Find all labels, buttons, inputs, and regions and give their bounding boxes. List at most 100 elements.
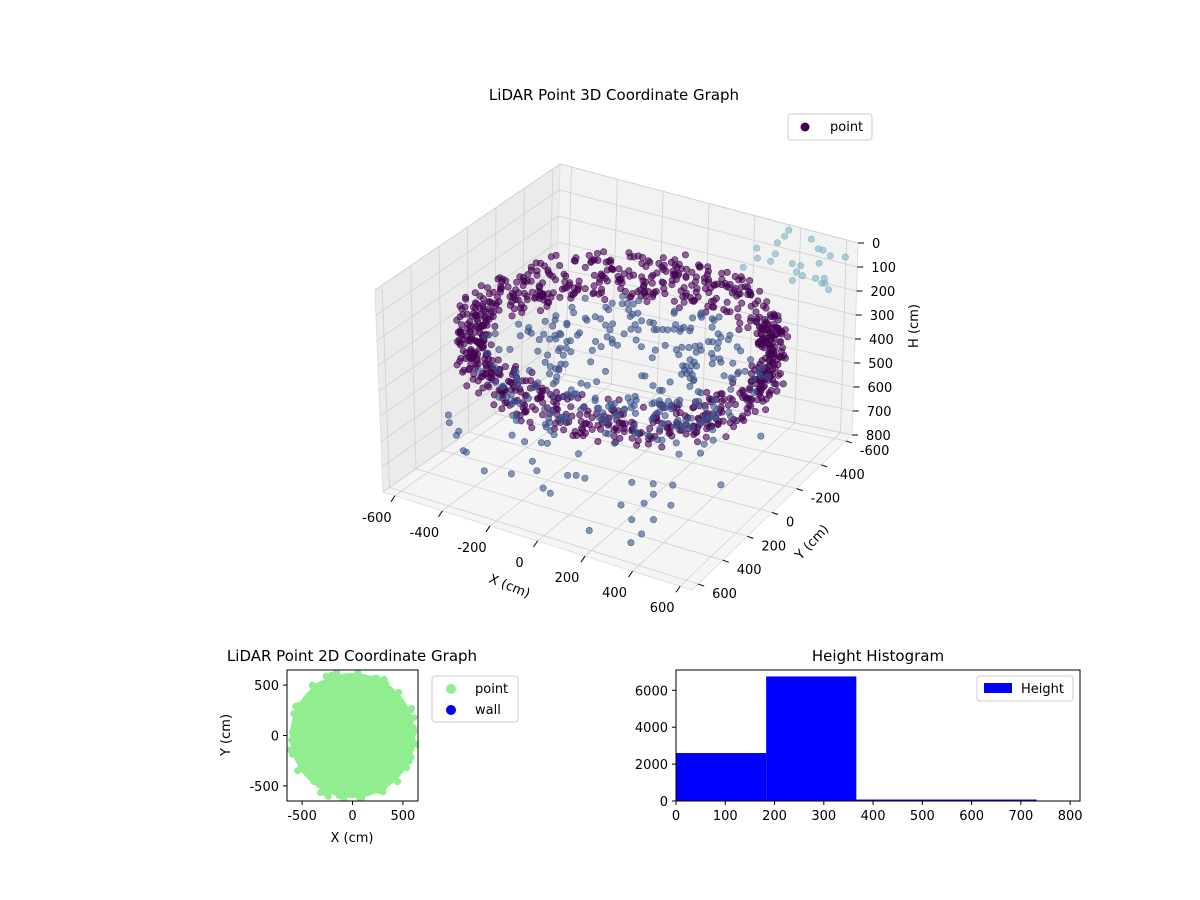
point-3d xyxy=(608,299,616,307)
point-3d xyxy=(709,303,717,311)
chart3d-zlabel: H (cm) xyxy=(907,304,922,348)
point-3d xyxy=(778,328,786,336)
point-3d xyxy=(646,318,654,326)
point-3d xyxy=(798,272,806,280)
point-3d xyxy=(541,358,549,366)
point-3d xyxy=(731,272,739,280)
point-3d xyxy=(764,373,772,381)
point-3d xyxy=(590,282,598,290)
xtick-label: 200 xyxy=(555,571,580,586)
point-3d xyxy=(526,418,534,426)
point-3d xyxy=(670,325,678,333)
point-3d xyxy=(759,397,767,405)
point-3d xyxy=(634,326,642,334)
ytick-label: 0 xyxy=(271,730,279,745)
point-3d xyxy=(521,438,529,446)
point-3d xyxy=(712,414,720,422)
point-2d xyxy=(403,764,411,772)
point-3d xyxy=(557,414,565,422)
point-3d xyxy=(768,366,776,374)
point-3d xyxy=(675,260,683,268)
point-3d xyxy=(696,418,704,426)
point-3d xyxy=(729,375,737,383)
point-3d xyxy=(494,367,502,375)
point-3d xyxy=(669,481,677,489)
point-3d xyxy=(583,410,591,418)
chart3d-legend: point xyxy=(787,113,873,141)
point-3d xyxy=(750,389,758,397)
point-2d xyxy=(367,787,375,795)
point-3d xyxy=(595,413,603,421)
point-3d xyxy=(704,338,712,346)
chart2d-legend-marker-wall xyxy=(446,705,456,715)
point-3d xyxy=(485,315,493,323)
point-3d xyxy=(649,490,657,498)
point-3d xyxy=(601,367,609,375)
xtick-label: 400 xyxy=(602,586,627,601)
ytick-label: 600 xyxy=(712,587,737,602)
point-3d xyxy=(649,382,657,390)
point-3d xyxy=(681,251,689,259)
point-2d xyxy=(294,749,302,757)
point-3d xyxy=(659,279,667,287)
ytick-label: -600 xyxy=(860,444,890,459)
point-3d xyxy=(738,299,746,307)
point-3d xyxy=(462,448,470,456)
point-3d xyxy=(581,420,589,428)
point-3d xyxy=(592,337,600,345)
point-2d xyxy=(305,767,312,775)
point-3d xyxy=(757,372,765,380)
point-3d xyxy=(528,288,536,296)
xtick-mark xyxy=(675,585,681,593)
point-3d xyxy=(682,362,690,370)
ztick-label: 600 xyxy=(868,381,893,396)
point-3d xyxy=(475,389,483,397)
point-3d xyxy=(572,254,580,262)
point-3d xyxy=(658,386,666,394)
point-3d xyxy=(509,411,517,419)
hist-frame xyxy=(675,669,1081,802)
point-3d xyxy=(559,351,567,359)
point-3d xyxy=(494,356,502,364)
point-3d xyxy=(556,329,564,337)
ytick-label: 500 xyxy=(254,679,279,694)
point-3d xyxy=(552,251,560,259)
xtick-mark xyxy=(485,525,491,533)
point-3d xyxy=(585,526,593,534)
gridline-y-floor xyxy=(389,487,699,585)
ytick-label: 6000 xyxy=(635,684,668,699)
point-3d xyxy=(579,403,587,411)
point-3d xyxy=(521,407,529,415)
point-3d xyxy=(531,406,539,414)
point-3d xyxy=(667,405,675,413)
point-3d xyxy=(541,405,549,413)
point-3d xyxy=(581,294,589,302)
point-3d xyxy=(672,422,680,430)
point-3d xyxy=(588,414,596,422)
point-3d xyxy=(746,277,754,285)
point-3d xyxy=(757,432,765,440)
point-3d xyxy=(491,322,499,330)
point-3d xyxy=(506,292,514,300)
hist-ticks: 0 100 200 300 400 500 600 700 800 0 2000 4000 6000 xyxy=(635,684,1083,824)
point-3d xyxy=(620,424,628,432)
point-3d xyxy=(643,297,651,305)
point-3d xyxy=(729,423,737,431)
point-3d xyxy=(661,341,669,349)
chart3d-legend-label: point xyxy=(830,120,863,135)
point-2d xyxy=(291,712,299,720)
point-3d xyxy=(776,353,784,361)
point-3d xyxy=(709,426,717,434)
point-3d xyxy=(753,329,761,337)
chart2d-points xyxy=(287,670,418,801)
point-3d xyxy=(779,344,787,352)
point-3d xyxy=(650,288,658,296)
point-3d xyxy=(464,320,472,328)
point-3d xyxy=(747,302,755,310)
point-3d xyxy=(774,371,782,379)
point-2d xyxy=(410,714,418,722)
point-3d xyxy=(546,335,554,343)
chart2d-legend-marker-point xyxy=(446,684,456,694)
point-3d xyxy=(766,311,774,319)
point-3d xyxy=(556,293,564,301)
